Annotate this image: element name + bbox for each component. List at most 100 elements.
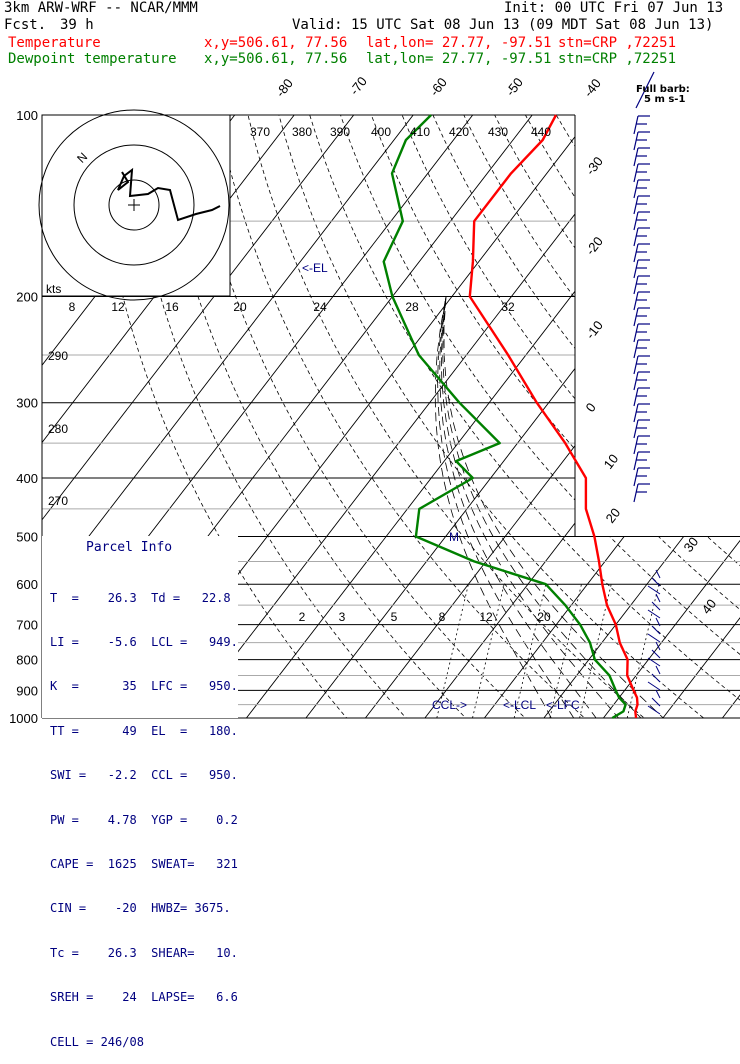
theta-label: 380: [292, 125, 312, 139]
hodograph-speed-label: 24: [313, 300, 327, 314]
wind-barb: [634, 452, 650, 470]
hodograph-speed-label: 28: [405, 300, 419, 314]
wind-barb: [634, 228, 650, 246]
wind-barb: [648, 610, 660, 618]
wind-barb: [656, 594, 660, 602]
dry-adiabat-label: 270: [48, 494, 68, 508]
dry-adiabat: [217, 115, 599, 731]
isotherm-label: 40: [699, 596, 720, 617]
isotherm: [484, 115, 740, 718]
dry-adiabat-label: 290: [48, 349, 68, 363]
init-time: Init: 00 UTC Fri 07 Jun 13: [504, 1, 723, 16]
hodograph-kts-label: kts: [46, 282, 61, 296]
wind-barb: [648, 586, 660, 594]
wind-barb: [652, 602, 660, 610]
ccl-marker: CCL->: [432, 698, 467, 712]
dewpoint-station: stn=CRP ,72251: [558, 52, 676, 67]
isotherm-label: 20: [603, 505, 624, 526]
wind-barb: [648, 682, 660, 690]
parcel-info-row: T = 26.3 Td = 22.8: [50, 591, 238, 606]
hodograph-speed-label: 32: [501, 300, 515, 314]
parcel-info-row: CELL = 246/08: [50, 1035, 238, 1050]
temperature-xy: x,y=506.61, 77.56: [204, 36, 347, 51]
mixing-ratio-label: 20: [537, 610, 551, 624]
isotherm-label: -40: [581, 76, 604, 100]
dry-adiabat: [556, 115, 740, 731]
dry-adiabat: [279, 115, 720, 731]
hodograph-speed-label: 20: [233, 300, 247, 314]
mixing-ratio-label: 2: [299, 610, 306, 624]
parcel-info-row: CIN = -20 HWBZ= 3675.: [50, 901, 238, 916]
wind-barb: [634, 372, 650, 390]
parcel-info-row: LI = -5.6 LCL = 949.: [50, 635, 238, 650]
wind-barb: [656, 570, 660, 578]
mixing-ratio-label: 3: [339, 610, 346, 624]
parcel-info-row: PW = 4.78 YGP = 0.2: [50, 813, 238, 828]
pressure-label: 300: [16, 396, 38, 411]
hodograph-speed-label: 8: [69, 300, 76, 314]
isotherm: [663, 115, 740, 718]
dry-adiabat: [495, 115, 740, 731]
theta-label: 440: [531, 125, 551, 139]
isotherm-label: 30: [681, 534, 702, 555]
wind-barb: [652, 626, 660, 634]
isotherm-label: -80: [273, 76, 296, 100]
isotherm: [722, 115, 740, 718]
forecast-hour: 39 h: [60, 18, 94, 33]
barb-legend-units: 5 m s-1: [644, 95, 685, 105]
dry-adiabat: [464, 115, 740, 731]
isotherm-label: -60: [427, 75, 450, 99]
isotherm: [306, 115, 740, 718]
wind-barb: [648, 634, 660, 642]
forecast-label: Fcst.: [4, 18, 46, 33]
dry-adiabat: [618, 115, 740, 731]
wind-barb: [634, 116, 650, 134]
mixing-ratio-label: 8: [439, 610, 446, 624]
wind-barb: [634, 164, 650, 182]
wind-barb: [634, 180, 650, 198]
wind-barb: [634, 340, 650, 358]
wind-barb: [656, 666, 660, 674]
hodograph-speed-label: 16: [165, 300, 179, 314]
wind-barb: [634, 148, 650, 166]
lfc-marker: <-LFC: [546, 698, 580, 712]
model-title: 3km ARW-WRF -- NCAR/MMM: [4, 1, 198, 16]
wind-barb: [634, 436, 650, 454]
isotherm: [544, 115, 740, 718]
isotherm-label: -30: [583, 154, 606, 178]
theta-label: 420: [449, 125, 469, 139]
temperature-latlon: lat,lon= 27.77, -97.51: [366, 36, 551, 51]
dewpoint-label: Dewpoint temperature: [8, 52, 177, 67]
wind-barb: [634, 356, 650, 374]
wind-barb: [648, 706, 660, 714]
dry-adiabat: [680, 115, 740, 731]
pressure-label: 800: [16, 653, 38, 668]
pressure-label: 1000: [9, 711, 38, 726]
parcel-info-row: SWI = -2.2 CCL = 950.: [50, 768, 238, 783]
dry-adiabat: [310, 115, 740, 731]
el-marker: <-EL: [302, 261, 328, 275]
mixing-ratio-label: 5: [391, 610, 398, 624]
pressure-label: 200: [16, 290, 38, 305]
pressure-label: 600: [16, 577, 38, 592]
parcel-info-table: T = 26.3 Td = 22.8 LI = -5.6 LCL = 949. …: [50, 561, 238, 1064]
parcel-info-row: SREH = 24 LAPSE= 6.6: [50, 990, 238, 1005]
wind-barb: [634, 212, 650, 230]
valid-time: Valid: 15 UTC Sat 08 Jun 13 (09 MDT Sat …: [292, 18, 713, 33]
wind-barb: [634, 420, 650, 438]
temperature-label: Temperature: [8, 36, 101, 51]
dry-adiabat: [710, 115, 740, 731]
dry-adiabat: [587, 115, 740, 731]
wind-barb: [634, 196, 650, 214]
lcl-marker: <-LCL: [503, 698, 536, 712]
isotherm: [365, 115, 740, 718]
wind-barb: [656, 690, 660, 698]
dry-adiabat-label: 280: [48, 422, 68, 436]
isotherm-label: -10: [583, 318, 606, 342]
parcel-info-row: Tc = 26.3 SHEAR= 10.: [50, 946, 238, 961]
pressure-label: 400: [16, 471, 38, 486]
wind-barb: [634, 308, 650, 326]
dry-adiabat: [649, 115, 740, 731]
parcel-info-title: Parcel Info: [86, 540, 172, 555]
theta-label: 390: [330, 125, 350, 139]
